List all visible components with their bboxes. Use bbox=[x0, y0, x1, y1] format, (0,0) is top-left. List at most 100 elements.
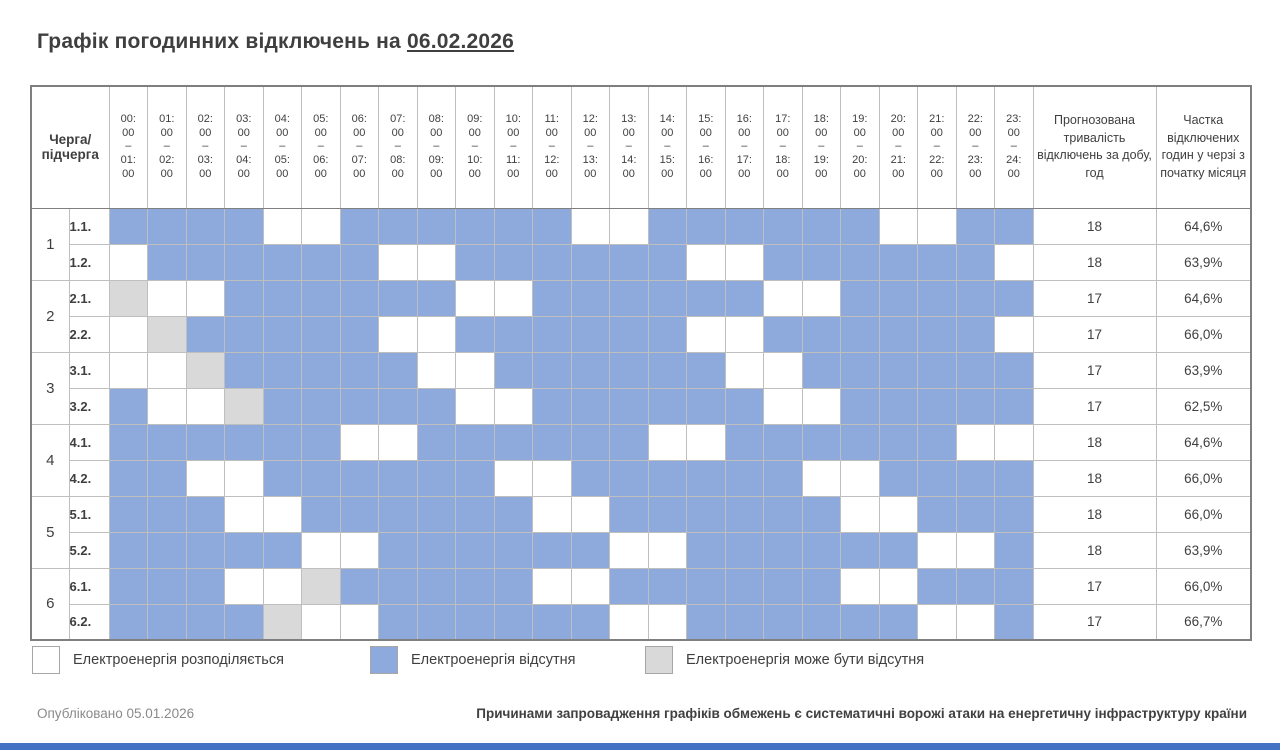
schedule-cell bbox=[339, 207, 379, 245]
share-value: 64,6% bbox=[1155, 207, 1252, 245]
schedule-cell bbox=[994, 423, 1034, 461]
schedule-cell bbox=[147, 315, 187, 353]
schedule-cell bbox=[455, 531, 495, 569]
schedule-cell bbox=[917, 459, 957, 497]
legend-swatch-maybe bbox=[645, 646, 673, 674]
schedule-cell bbox=[955, 387, 995, 425]
schedule-cell bbox=[878, 351, 918, 389]
schedule-cell bbox=[609, 567, 649, 605]
schedule-cell bbox=[840, 459, 880, 497]
schedule-cell bbox=[609, 423, 649, 461]
schedule-cell bbox=[917, 423, 957, 461]
schedule-cell bbox=[994, 351, 1034, 389]
schedule-cell bbox=[262, 351, 302, 389]
hour-column-header: 22: 00–23: 00 bbox=[955, 85, 995, 209]
schedule-cell bbox=[686, 387, 726, 425]
queue-number: 2 bbox=[30, 279, 70, 353]
schedule-cell bbox=[108, 351, 148, 389]
schedule-cell bbox=[108, 567, 148, 605]
schedule-cell bbox=[301, 423, 341, 461]
schedule-cell bbox=[570, 603, 610, 641]
schedule-cell bbox=[147, 207, 187, 245]
duration-value: 18 bbox=[1032, 495, 1157, 533]
schedule-cell bbox=[724, 315, 764, 353]
schedule-cell bbox=[724, 495, 764, 533]
schedule-cell bbox=[994, 531, 1034, 569]
schedule-cell bbox=[262, 207, 302, 245]
schedule-cell bbox=[532, 423, 572, 461]
schedule-cell bbox=[686, 207, 726, 245]
schedule-row-6.2: 6.2. 17 66,7% bbox=[31, 603, 1252, 641]
schedule-row-2.2: 2.2. 17 66,0% bbox=[31, 315, 1252, 353]
hour-column-header: 01: 00–02: 00 bbox=[147, 85, 187, 209]
schedule-cell bbox=[878, 387, 918, 425]
schedule-cell bbox=[378, 351, 418, 389]
schedule-cell bbox=[801, 387, 841, 425]
schedule-cell bbox=[763, 207, 803, 245]
schedule-cell bbox=[301, 315, 341, 353]
schedule-cell bbox=[955, 207, 995, 245]
schedule-cell bbox=[840, 531, 880, 569]
schedule-cell bbox=[570, 279, 610, 317]
hour-column-header: 02: 00–03: 00 bbox=[185, 85, 225, 209]
schedule-cell bbox=[147, 423, 187, 461]
schedule-cell bbox=[455, 243, 495, 281]
duration-value: 17 bbox=[1032, 567, 1157, 605]
share-value: 64,6% bbox=[1155, 279, 1252, 317]
share-value: 66,7% bbox=[1155, 603, 1252, 641]
schedule-cell bbox=[570, 387, 610, 425]
schedule-cell bbox=[840, 387, 880, 425]
schedule-cell bbox=[147, 387, 187, 425]
hour-column-header: 19: 00–20: 00 bbox=[840, 85, 880, 209]
schedule-cell bbox=[647, 207, 687, 245]
schedule-row-4.2: 4.2. 18 66,0% bbox=[31, 459, 1252, 497]
schedule-cell bbox=[493, 243, 533, 281]
schedule-cell bbox=[724, 423, 764, 461]
schedule-cell bbox=[301, 279, 341, 317]
schedule-cell bbox=[455, 351, 495, 389]
legend-item-available: Електроенергія розподіляється bbox=[32, 645, 284, 675]
schedule-cell bbox=[493, 315, 533, 353]
schedule-cell bbox=[840, 567, 880, 605]
schedule-cell bbox=[724, 243, 764, 281]
schedule-cell bbox=[878, 531, 918, 569]
schedule-cell bbox=[224, 279, 264, 317]
schedule-cell bbox=[724, 387, 764, 425]
schedule-cell bbox=[455, 207, 495, 245]
schedule-cell bbox=[262, 315, 302, 353]
schedule-cell bbox=[955, 603, 995, 641]
schedule-cell bbox=[224, 351, 264, 389]
schedule-cell bbox=[763, 243, 803, 281]
legend-item-outage: Електроенергія відсутня bbox=[370, 645, 575, 675]
schedule-cell bbox=[262, 459, 302, 497]
schedule-cell bbox=[416, 351, 456, 389]
schedule-cell bbox=[917, 387, 957, 425]
legend-swatch-outage bbox=[370, 646, 398, 674]
schedule-cell bbox=[416, 315, 456, 353]
schedule-cell bbox=[493, 459, 533, 497]
subqueue-label: 4.1. bbox=[68, 423, 110, 461]
schedule-cell bbox=[416, 531, 456, 569]
schedule-cell bbox=[224, 423, 264, 461]
schedule-cell bbox=[917, 279, 957, 317]
schedule-cell bbox=[185, 531, 225, 569]
schedule-cell bbox=[647, 423, 687, 461]
schedule-row-1.1: 1 1.1. 18 64,6% bbox=[30, 207, 1252, 281]
schedule-cell bbox=[301, 387, 341, 425]
share-value: 64,6% bbox=[1155, 423, 1252, 461]
hour-column-header: 13: 00–14: 00 bbox=[609, 85, 649, 209]
schedule-cell bbox=[532, 351, 572, 389]
schedule-cell bbox=[224, 315, 264, 353]
subqueue-label: 1.1. bbox=[68, 207, 110, 245]
schedule-cell bbox=[647, 387, 687, 425]
duration-value: 18 bbox=[1032, 207, 1157, 245]
schedule-row-3.2: 3.2. 17 62,5% bbox=[31, 387, 1252, 425]
schedule-cell bbox=[647, 459, 687, 497]
bottom-accent-bar bbox=[0, 743, 1280, 750]
schedule-cell bbox=[532, 279, 572, 317]
schedule-cell bbox=[108, 495, 148, 533]
legend-label-available: Електроенергія розподіляється bbox=[73, 652, 284, 668]
schedule-cell bbox=[262, 531, 302, 569]
schedule-cell bbox=[994, 495, 1034, 533]
schedule-cell bbox=[532, 567, 572, 605]
